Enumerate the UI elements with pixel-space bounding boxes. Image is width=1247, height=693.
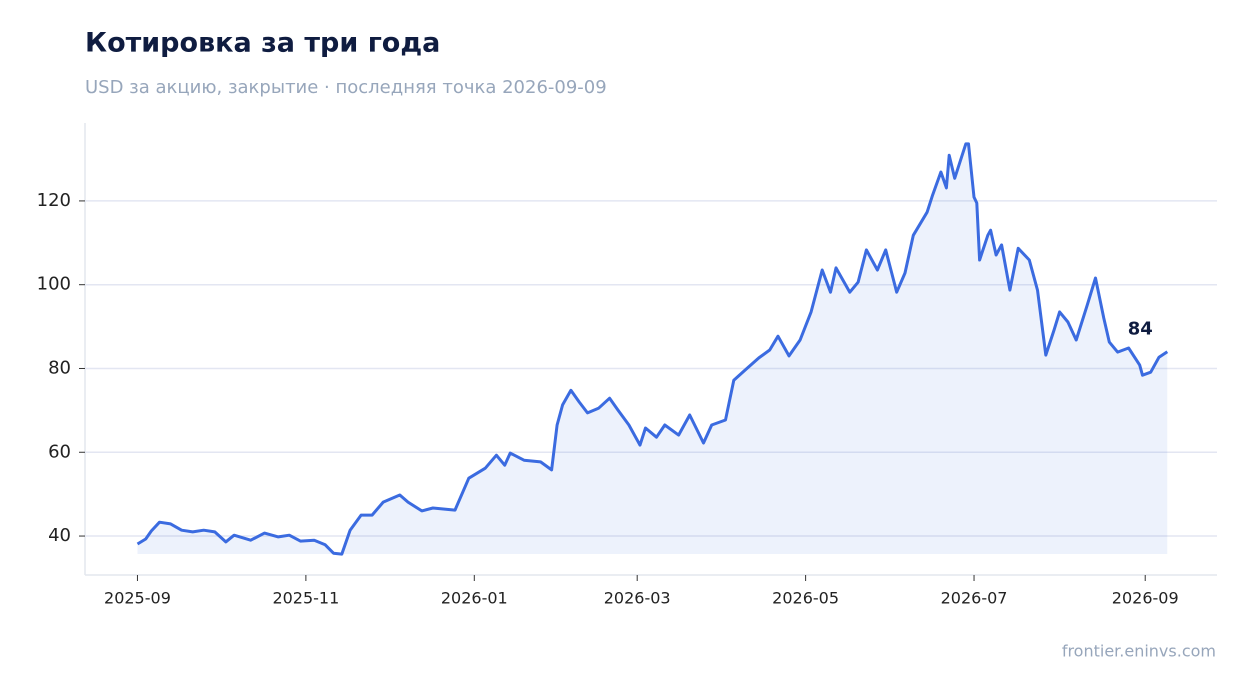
x-tick-label: 2026-01 [441,589,508,608]
y-tick-label: 40 [48,525,71,546]
x-tick-label: 2026-05 [772,589,839,608]
y-tick-label: 120 [37,190,71,211]
area [137,143,1168,555]
y-tick-label: 60 [48,441,71,462]
y-tick-label: 100 [37,274,71,295]
chart-subtitle: USD за акцию, закрытие · последняя точка… [85,77,607,98]
y-tick-label: 80 [48,357,71,378]
x-tick-label: 2026-03 [604,589,671,608]
x-tick-label: 2026-07 [941,589,1008,608]
x-tick-label: 2025-09 [104,589,171,608]
chart-title: Котировка за три года [85,28,440,59]
x-tick-label: 2025-11 [272,589,339,608]
x-tick-label: 2026-09 [1112,589,1179,608]
line [136,142,1169,556]
last-value-label: 84 [1128,319,1153,340]
source: frontier.eninvs.com [1062,642,1216,661]
